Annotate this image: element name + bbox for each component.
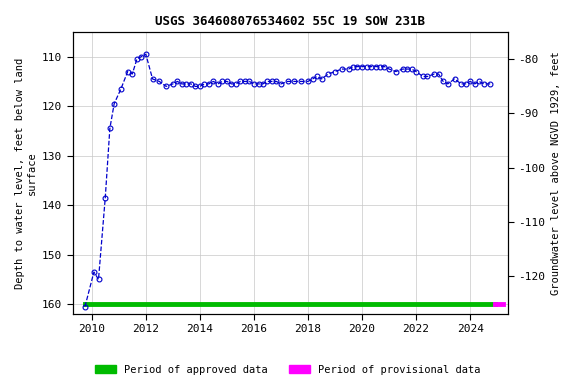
Legend: Period of approved data, Period of provisional data: Period of approved data, Period of provi… (91, 361, 485, 379)
Y-axis label: Depth to water level, feet below land
surface: Depth to water level, feet below land su… (15, 57, 37, 289)
Y-axis label: Groundwater level above NGVD 1929, feet: Groundwater level above NGVD 1929, feet (551, 51, 561, 295)
Title: USGS 364608076534602 55C 19 SOW 231B: USGS 364608076534602 55C 19 SOW 231B (156, 15, 426, 28)
